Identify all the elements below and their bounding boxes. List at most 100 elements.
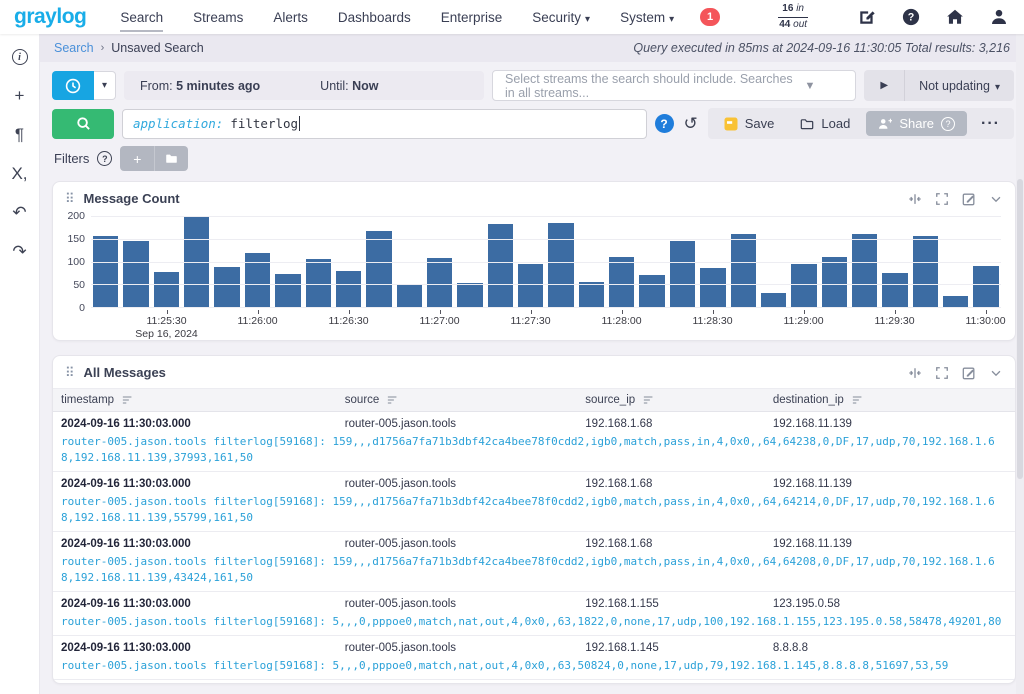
column-header-source-ip[interactable]: source_ip <box>577 389 765 411</box>
gridline <box>91 238 1001 240</box>
chevron-down-icon[interactable] <box>989 192 1003 206</box>
x-tickmark <box>348 310 350 314</box>
timerange-display[interactable]: From: 5 minutes ago Until: Now <box>124 71 484 100</box>
filter-library-button[interactable] <box>154 146 189 171</box>
search-row: application: filterlog ? ↺ Save Load <box>52 108 1014 139</box>
share-user-icon <box>879 118 893 129</box>
message-text: router-005.jason.tools filterlog[59168]:… <box>61 614 1002 628</box>
edit-compose-icon[interactable] <box>858 8 876 26</box>
source-cell: router-005.jason.tools <box>344 597 457 610</box>
help-icon[interactable]: ? <box>902 8 920 26</box>
nav-item-streams[interactable]: Streams <box>193 9 244 25</box>
chart-bar <box>821 256 847 307</box>
top-navbar: graylog Search Streams Alerts Dashboards Ent… <box>0 0 1024 34</box>
chart-bar <box>93 236 119 307</box>
edit-widget-icon[interactable] <box>962 366 976 380</box>
source-ip-cell: 192.168.1.155 <box>585 597 659 610</box>
save-button[interactable]: Save <box>712 108 787 139</box>
message-row[interactable]: 2024-09-16 11:30:03.000router-005.jason.… <box>53 680 1015 684</box>
drag-handle-icon[interactable]: ⠿ <box>65 365 75 380</box>
load-button[interactable]: Load <box>788 108 862 139</box>
timerange-caret-button[interactable]: ▾ <box>94 71 116 100</box>
message-text: router-005.jason.tools filterlog[59168]:… <box>61 435 995 464</box>
widget-title: Message Count <box>83 191 180 206</box>
destination-ip-cell: 192.168.11.139 <box>772 477 852 490</box>
source-ip-cell: 192.168.1.68 <box>585 418 653 430</box>
play-button[interactable]: ▶ <box>864 70 906 101</box>
x-tick-label: 11:26:00 <box>237 315 278 327</box>
chart-plot-area <box>91 216 1001 308</box>
fullscreen-icon[interactable] <box>935 192 949 206</box>
drag-handle-icon[interactable]: ⠿ <box>65 191 75 206</box>
chart-y-axis: 200 150 100 50 0 <box>61 210 91 314</box>
edit-widget-icon[interactable] <box>962 192 976 206</box>
chart-bar <box>791 263 817 307</box>
focus-widget-icon[interactable] <box>908 366 922 380</box>
nav-item-system[interactable]: System ▾ <box>620 9 675 25</box>
breadcrumb-separator: › <box>100 42 105 54</box>
nav-item-alerts[interactable]: Alerts <box>273 9 308 25</box>
gridline <box>91 216 1001 217</box>
chart-x-axis: 11:25:30 11:26:00 11:26:30 11:27:00 11:27:30… <box>91 310 1006 340</box>
more-actions-button[interactable]: ··· <box>981 114 1000 132</box>
nav-item-enterprise[interactable]: Enterprise <box>440 9 503 25</box>
x-tick-label: 11:28:30 <box>692 315 733 327</box>
message-text: router-005.jason.tools filterlog[59168]:… <box>61 658 949 672</box>
timerange-clock-button[interactable] <box>52 71 94 100</box>
page-scrollbar[interactable] <box>1016 34 1024 694</box>
fields-icon[interactable]: X, <box>11 164 28 183</box>
fullscreen-icon[interactable] <box>935 366 949 380</box>
refresh-interval-dropdown[interactable]: Not updating ▾ <box>919 78 1000 93</box>
x-tickmark <box>530 310 532 314</box>
widget-title: All Messages <box>83 365 166 380</box>
notification-badge[interactable]: 1 <box>700 8 721 26</box>
chart-bar <box>639 275 665 307</box>
all-messages-widget: ⠿ All Messages timestamp source <box>52 355 1016 684</box>
add-filter-button[interactable]: + <box>120 146 155 171</box>
column-header-source[interactable]: source <box>337 389 578 411</box>
chart-bar <box>426 257 453 307</box>
x-tickmark <box>803 310 805 314</box>
focus-widget-icon[interactable] <box>908 192 922 206</box>
message-count-widget: ⠿ Message Count 200 150 100 50 0 11:25:30 11:… <box>52 181 1016 341</box>
add-icon[interactable]: + <box>14 86 25 105</box>
column-header-timestamp[interactable]: timestamp <box>53 389 337 411</box>
nav-item-search[interactable]: Search <box>120 9 164 32</box>
y-tick-label: 200 <box>67 210 85 222</box>
filters-help-icon[interactable]: ? <box>97 151 113 166</box>
scrollbar-thumb[interactable] <box>1017 179 1023 479</box>
info-icon[interactable]: i <box>9 46 31 68</box>
stream-select[interactable]: Select streams the search should include… <box>492 70 857 101</box>
query-input[interactable]: application: filterlog <box>122 108 647 139</box>
query-history-icon[interactable]: ↺ <box>683 114 698 133</box>
x-tickmark <box>439 310 441 314</box>
nav-item-security[interactable]: Security ▾ <box>532 9 591 25</box>
user-icon[interactable] <box>990 8 1008 26</box>
query-helper-icon[interactable]: ? <box>654 114 674 133</box>
nav-item-dashboards[interactable]: Dashboards <box>337 9 411 25</box>
breadcrumb-search-link[interactable]: Search <box>54 41 94 55</box>
timerange-row: ▾ From: 5 minutes ago Until: Now Select … <box>52 70 1014 101</box>
chart-bar <box>943 295 969 307</box>
home-icon[interactable] <box>946 8 964 26</box>
text-cursor <box>299 116 301 131</box>
x-tick-label: 11:30:00 <box>965 315 1006 327</box>
column-header-destination-ip[interactable]: destination_ip <box>765 389 1015 411</box>
chart-bar <box>548 222 574 307</box>
sort-icon <box>122 396 132 404</box>
search-button[interactable] <box>52 108 114 139</box>
chart-bar <box>153 271 180 307</box>
chevron-down-icon[interactable] <box>989 366 1003 380</box>
formatting-icon[interactable]: ¶ <box>14 125 25 144</box>
share-button[interactable]: Share ? <box>866 111 968 136</box>
redo-icon[interactable]: ↷ <box>12 242 27 261</box>
undo-icon[interactable]: ↶ <box>12 203 27 222</box>
gridline <box>91 284 1001 286</box>
x-tick-label: 11:28:00 <box>601 315 642 327</box>
graylog-logo[interactable]: graylog <box>14 5 87 28</box>
